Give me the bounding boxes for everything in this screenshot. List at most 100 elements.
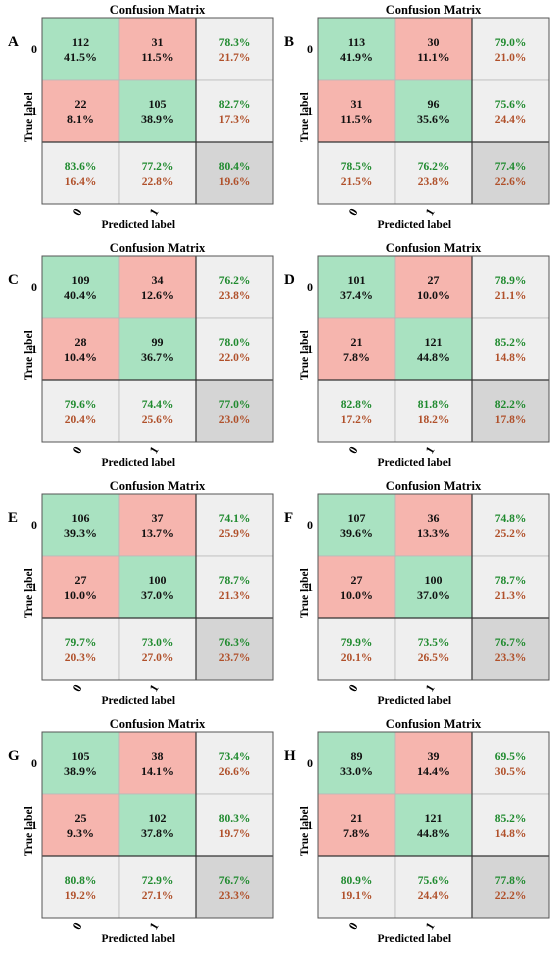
row-precision-label: 75.6% (495, 99, 527, 111)
chart-title: Confusion Matrix (386, 717, 482, 731)
cell-percent-label: 11.1% (417, 50, 449, 64)
cell-count-label: 100 (149, 573, 167, 587)
cell-count-label: 113 (348, 35, 365, 49)
summary-cell (118, 141, 197, 205)
panel-g: G Confusion Matrix 105 38.9% 38 14.1% 25 9.3% 10… (2, 716, 274, 954)
cell-count-label: 121 (425, 811, 443, 825)
panel-f: F Confusion Matrix 107 39.6% 36 13.3% 27 10.0% 1… (278, 478, 550, 716)
cell-percent-label: 39.3% (64, 526, 97, 540)
summary-cell (118, 617, 197, 681)
y-axis-label: True label (299, 806, 311, 856)
x-axis-label: Predicted label (101, 219, 175, 231)
x-tick-label: 1 (422, 920, 437, 932)
y-tick-label: 0 (307, 518, 313, 532)
cell-count-label: 96 (428, 97, 440, 111)
column-error-label: 20.1% (341, 652, 373, 664)
matrix-border (41, 255, 274, 443)
row-precision-label: 78.7% (219, 575, 251, 587)
row-precision-label: 79.0% (495, 37, 527, 49)
cell-percent-label: 44.8% (417, 826, 450, 840)
x-tick-label: 1 (146, 920, 161, 932)
overall-accuracy-label: 76.3% (219, 637, 251, 649)
correct-cell (394, 555, 473, 619)
cell-count-label: 105 (72, 749, 90, 763)
summary-cell (317, 855, 396, 919)
column-recall-label: 81.8% (418, 399, 450, 411)
row-error-label: 23.8% (219, 290, 251, 302)
row-precision-label: 80.3% (219, 813, 251, 825)
y-tick-label: 1 (307, 342, 313, 356)
cell-count-label: 107 (348, 511, 366, 525)
column-recall-label: 74.4% (142, 399, 174, 411)
column-error-label: 27.0% (142, 652, 174, 664)
x-tick-label: 0 (69, 444, 84, 456)
x-tick-label: 1 (146, 682, 161, 694)
row-precision-label: 76.2% (219, 275, 251, 287)
panel-letter: C (8, 272, 19, 288)
misclassified-cell (317, 79, 396, 143)
cell-count-label: 39 (428, 749, 440, 763)
cell-count-label: 106 (72, 511, 90, 525)
row-precision-label: 78.7% (495, 575, 527, 587)
x-tick-label: 1 (146, 444, 161, 456)
cell-count-label: 38 (152, 749, 164, 763)
cell-count-label: 31 (152, 35, 164, 49)
overall-accuracy-cell (471, 141, 550, 205)
y-tick-label: 1 (307, 818, 313, 832)
cell-count-label: 21 (351, 335, 363, 349)
panel-d: D Confusion Matrix 101 37.4% 27 10.0% 21 7.8% 12… (278, 240, 550, 478)
x-axis-label: Predicted label (377, 219, 451, 231)
cell-percent-label: 37.0% (417, 588, 450, 602)
correct-cell (394, 79, 473, 143)
y-axis-label: True label (299, 330, 311, 380)
cell-count-label: 27 (75, 573, 87, 587)
column-recall-label: 73.5% (418, 637, 450, 649)
summary-cell (317, 379, 396, 443)
row-error-label: 26.6% (219, 766, 251, 778)
cell-percent-label: 33.0% (340, 764, 373, 778)
cell-percent-label: 35.6% (417, 112, 450, 126)
panel-e: E Confusion Matrix 106 39.3% 37 13.7% 27 10.0% 1… (2, 478, 274, 716)
y-tick-label: 0 (31, 756, 37, 770)
cell-count-label: 27 (351, 573, 363, 587)
matrix-border (317, 17, 550, 205)
overall-accuracy-cell (195, 141, 274, 205)
summary-cell (195, 17, 274, 81)
column-error-label: 17.2% (341, 414, 373, 426)
cell-count-label: 27 (428, 273, 440, 287)
row-error-label: 22.0% (219, 352, 251, 364)
correct-cell (394, 793, 473, 857)
cell-percent-label: 7.8% (343, 350, 370, 364)
summary-cell (195, 555, 274, 619)
cell-percent-label: 9.3% (67, 826, 94, 840)
column-recall-label: 79.7% (65, 637, 97, 649)
overall-error-label: 22.6% (495, 176, 527, 188)
summary-cell (317, 617, 396, 681)
y-tick-label: 1 (31, 342, 37, 356)
summary-cell (41, 379, 120, 443)
cell-percent-label: 37.4% (340, 288, 373, 302)
row-precision-label: 74.1% (219, 513, 251, 525)
chart-title: Confusion Matrix (110, 241, 206, 255)
y-tick-label: 1 (307, 104, 313, 118)
matrix-border (41, 493, 274, 681)
overall-accuracy-label: 77.8% (495, 875, 527, 887)
overall-error-label: 17.8% (495, 414, 527, 426)
summary-cell (195, 793, 274, 857)
summary-cell (471, 493, 550, 557)
cell-percent-label: 11.5% (340, 112, 372, 126)
cell-count-label: 21 (351, 811, 363, 825)
cell-percent-label: 38.9% (64, 764, 97, 778)
cell-count-label: 109 (72, 273, 90, 287)
matrix-border (317, 493, 550, 681)
x-tick-label: 0 (69, 682, 84, 694)
x-axis-label: Predicted label (101, 695, 175, 707)
row-error-label: 14.8% (495, 352, 527, 364)
overall-error-label: 23.3% (219, 890, 251, 902)
correct-cell (41, 17, 120, 81)
